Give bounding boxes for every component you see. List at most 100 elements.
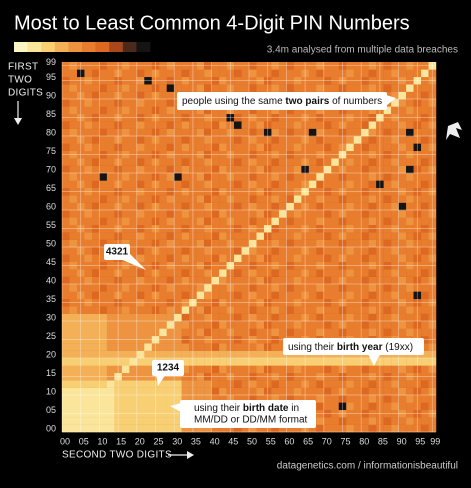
heatmap-cell [151, 62, 160, 70]
heatmap-cell [256, 328, 265, 337]
color-legend [14, 42, 151, 52]
heatmap-cell [144, 121, 153, 129]
heatmap-cell [263, 106, 272, 115]
heatmap-cell [286, 224, 295, 233]
heatmap-cell [428, 306, 437, 314]
heatmap-cell [99, 210, 108, 218]
heatmap-cell [286, 395, 295, 403]
heatmap-cell [391, 247, 399, 255]
heatmap-cell [383, 372, 392, 381]
heatmap-cell [219, 165, 227, 174]
heatmap-cell [196, 217, 205, 226]
heatmap-cell [144, 417, 153, 425]
heatmap-cell [91, 387, 100, 396]
heatmap-cell [241, 298, 250, 307]
heatmap-cell [421, 76, 429, 85]
heatmap-cell [293, 121, 302, 129]
heatmap-cell [69, 269, 78, 277]
heatmap-cell [361, 143, 369, 152]
heatmap-cell [368, 84, 377, 92]
heatmap-cell [181, 113, 190, 122]
heatmap-cell [256, 121, 265, 129]
heatmap-cell [234, 328, 242, 337]
heatmap-cell [129, 343, 138, 351]
heatmap-cell [226, 150, 235, 159]
heatmap-cell [301, 150, 310, 159]
heatmap-cell [406, 173, 414, 181]
heatmap-cell [421, 372, 429, 381]
heatmap-cell [129, 195, 138, 203]
x-tick-label: 70 [322, 436, 332, 446]
heatmap-cell [331, 313, 340, 322]
heatmap-cell [62, 402, 70, 411]
heatmap-cell [241, 202, 250, 211]
heatmap-cell [308, 121, 317, 129]
heatmap-cell [159, 276, 167, 285]
heatmap-cell [391, 202, 399, 211]
heatmap-cell [263, 284, 272, 292]
heatmap-cell [181, 298, 190, 307]
heatmap-cell [166, 395, 175, 403]
heatmap-cell [226, 395, 235, 403]
heatmap-cell [136, 372, 145, 381]
heatmap-cell [151, 150, 160, 159]
heatmap-cell [376, 254, 384, 263]
heatmap-cell [151, 335, 160, 344]
heatmap-cell [204, 380, 212, 388]
heatmap-cell [346, 150, 354, 159]
heatmap-cell [353, 328, 362, 337]
heatmap-cell [323, 380, 332, 388]
heatmap-cell [278, 306, 287, 314]
heatmap-cell [406, 269, 414, 277]
heatmap-cell [256, 321, 265, 329]
heatmap-cell [91, 380, 100, 388]
heatmap-cell [383, 173, 392, 181]
heatmap-cell [189, 158, 197, 166]
x-tick-label: 75 [340, 436, 350, 446]
heatmap-cell [181, 106, 190, 115]
heatmap-cell [129, 210, 138, 218]
heatmap-cell [211, 210, 220, 218]
heatmap-cell [331, 224, 340, 233]
plot-area [61, 62, 437, 433]
heatmap-cell [219, 313, 227, 322]
heatmap-cell [256, 187, 265, 196]
heatmap-cell [323, 187, 332, 196]
heatmap-cell [241, 128, 250, 137]
heatmap-cell [144, 217, 153, 226]
heatmap-cell [226, 106, 235, 115]
heatmap-cell [368, 187, 377, 196]
heatmap-cell [159, 150, 167, 159]
heatmap-cell [398, 62, 407, 70]
heatmap-cell [189, 202, 197, 211]
heatmap-cell [234, 313, 242, 322]
heatmap-cell [136, 365, 145, 374]
heatmap-cell [406, 69, 414, 78]
heatmap-cell [76, 306, 85, 314]
heatmap-cell [308, 180, 317, 189]
heatmap-cell [196, 143, 205, 152]
heatmap-cell [278, 343, 287, 351]
heatmap-cell [151, 99, 160, 107]
heatmap-cell [421, 210, 429, 218]
heatmap-cell [331, 173, 340, 181]
y-tick-label: 05 [46, 405, 56, 415]
heatmap-cell [166, 261, 175, 270]
heatmap-cell [308, 254, 317, 263]
heatmap-cell [91, 239, 100, 248]
heatmap-cell [376, 409, 384, 418]
heatmap-cell [293, 372, 302, 381]
heatmap-cell [256, 195, 265, 203]
heatmap-cell [256, 284, 265, 292]
heatmap-cell [69, 202, 78, 211]
heatmap-cell [308, 298, 317, 307]
heatmap-cell [219, 158, 227, 166]
heatmap-cell [413, 380, 422, 388]
heatmap-cell [211, 291, 220, 300]
heatmap-cell [219, 372, 227, 381]
heatmap-cell [62, 291, 70, 300]
heatmap-cell [129, 350, 138, 359]
heatmap-cell [121, 136, 130, 144]
heatmap-cell [323, 402, 332, 411]
heatmap-cell [84, 180, 93, 189]
